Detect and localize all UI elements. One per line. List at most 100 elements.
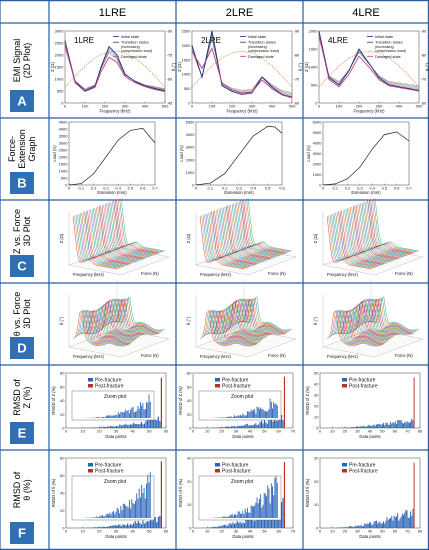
surface-trace <box>113 299 158 335</box>
x-tick-label: 10 <box>205 429 210 434</box>
initial-trace <box>318 30 420 91</box>
x-tick-label: 0.3 <box>236 186 242 191</box>
surface-trace <box>236 298 281 336</box>
panel-inset-label: 4LRE <box>328 36 348 45</box>
y-tick-label: 6000 <box>313 120 323 125</box>
x-tick-label: 400 <box>396 104 403 109</box>
zoom-bar <box>133 412 135 418</box>
pre-fracture-bar <box>393 423 395 428</box>
zoom-bar <box>141 405 143 418</box>
surface-trace <box>338 310 383 346</box>
pre-fracture-bar <box>156 522 158 528</box>
pre-fracture-bar <box>263 419 265 428</box>
surface-trace <box>361 202 406 257</box>
zoom-bar <box>144 409 146 418</box>
zoom-bar <box>228 416 230 418</box>
zoom-bar <box>136 493 138 518</box>
zoom-bar <box>128 413 130 418</box>
x-tick-label: 500 <box>416 104 423 109</box>
zoom-bar <box>98 416 100 418</box>
pre-fracture-bar <box>371 524 373 528</box>
zoom-bar <box>95 516 97 518</box>
pre-fracture-bar <box>235 523 237 528</box>
surface-trace <box>351 301 396 338</box>
pre-fracture-bar <box>226 526 228 528</box>
pre-fracture-bar <box>126 523 129 528</box>
pre-fracture-bar <box>211 527 213 528</box>
initial-trace <box>191 30 293 98</box>
pre-fracture-bar <box>406 510 408 528</box>
surface-trace <box>341 210 386 264</box>
pre-fracture-bar <box>407 517 409 528</box>
x-tick-label: 0.2 <box>222 186 228 191</box>
pre-fracture-bar <box>381 523 383 528</box>
y-tick-label: 60 <box>187 384 192 389</box>
x-axis-label: Extension (mm) <box>97 190 127 195</box>
zoom-bar <box>251 506 253 518</box>
y-tick-label: 4000 <box>313 141 323 146</box>
pre-fracture-bar <box>103 526 106 528</box>
surface-trace <box>360 203 405 257</box>
surface-trace <box>114 200 160 254</box>
x-tick-label: 0.5 <box>265 186 271 191</box>
surface-trace <box>204 214 249 268</box>
pre-fracture-bar <box>231 426 233 428</box>
pre-fracture-bar <box>392 422 394 428</box>
x-axis-label: Data points <box>359 434 380 439</box>
surface-trace <box>373 297 418 332</box>
pre-fracture-bar <box>253 521 255 528</box>
zoom-bar <box>248 411 250 418</box>
y-right-tick-label: -90 <box>421 29 428 34</box>
surface-trace <box>342 308 388 343</box>
zoom-bar <box>109 415 111 418</box>
surface-trace <box>120 197 166 252</box>
pre-fracture-bar <box>110 426 112 428</box>
pre-fracture-bar <box>125 525 127 528</box>
zoom-bar <box>270 401 272 418</box>
row-label-line: Graph <box>27 136 37 161</box>
y-tick-label: 20 <box>187 412 192 417</box>
pre-fracture-bar <box>213 526 215 528</box>
zoom-bar <box>141 484 143 518</box>
zoom-bar <box>237 511 239 518</box>
post-fracture-bar <box>283 376 285 428</box>
surface-trace <box>241 200 287 254</box>
zoom-bar <box>241 513 243 518</box>
y-tick-label: 3000 <box>186 145 196 150</box>
zoom-bar <box>276 405 278 418</box>
axis-frame <box>322 121 410 186</box>
zoom-bar <box>262 504 264 518</box>
y-tick-label: 500 <box>184 86 191 91</box>
surface-trace <box>245 297 290 332</box>
pre-fracture-bar <box>148 419 150 428</box>
zoom-label: Zoom plot <box>231 394 254 400</box>
pre-fracture-bar <box>378 522 380 528</box>
zoom-bar <box>137 498 139 518</box>
surface-trace <box>205 213 250 268</box>
y-axis-label: Force (N) <box>395 353 413 358</box>
zoom-bar <box>275 403 277 418</box>
zoom-bar <box>262 409 264 418</box>
surface-trace <box>199 215 245 270</box>
zoom-bar <box>250 409 252 418</box>
y-axis-label: RMSD of θ (%) <box>51 478 56 507</box>
zoom-bar <box>218 517 220 518</box>
pre-fracture-bar <box>400 516 402 528</box>
x-tick-label: 0.4 <box>115 186 121 191</box>
pre-fracture-bar <box>368 424 370 428</box>
y-right-tick-label: -90 <box>294 29 301 34</box>
surface-trace <box>96 207 141 261</box>
surface-trace <box>326 215 372 270</box>
zoom-bar <box>114 514 116 518</box>
transition-trace <box>64 45 166 90</box>
x-tick-label: 40 <box>130 429 135 434</box>
pre-fracture-bar <box>400 420 402 428</box>
surface-trace <box>211 310 256 346</box>
surface-trace <box>340 309 385 345</box>
y-tick-label: 10 <box>187 502 192 507</box>
pre-fracture-bar <box>406 421 408 428</box>
x-axis-label: Frequency (kHz) <box>73 272 105 277</box>
pre-fracture-bar <box>387 519 389 528</box>
surface-trace <box>239 298 284 335</box>
